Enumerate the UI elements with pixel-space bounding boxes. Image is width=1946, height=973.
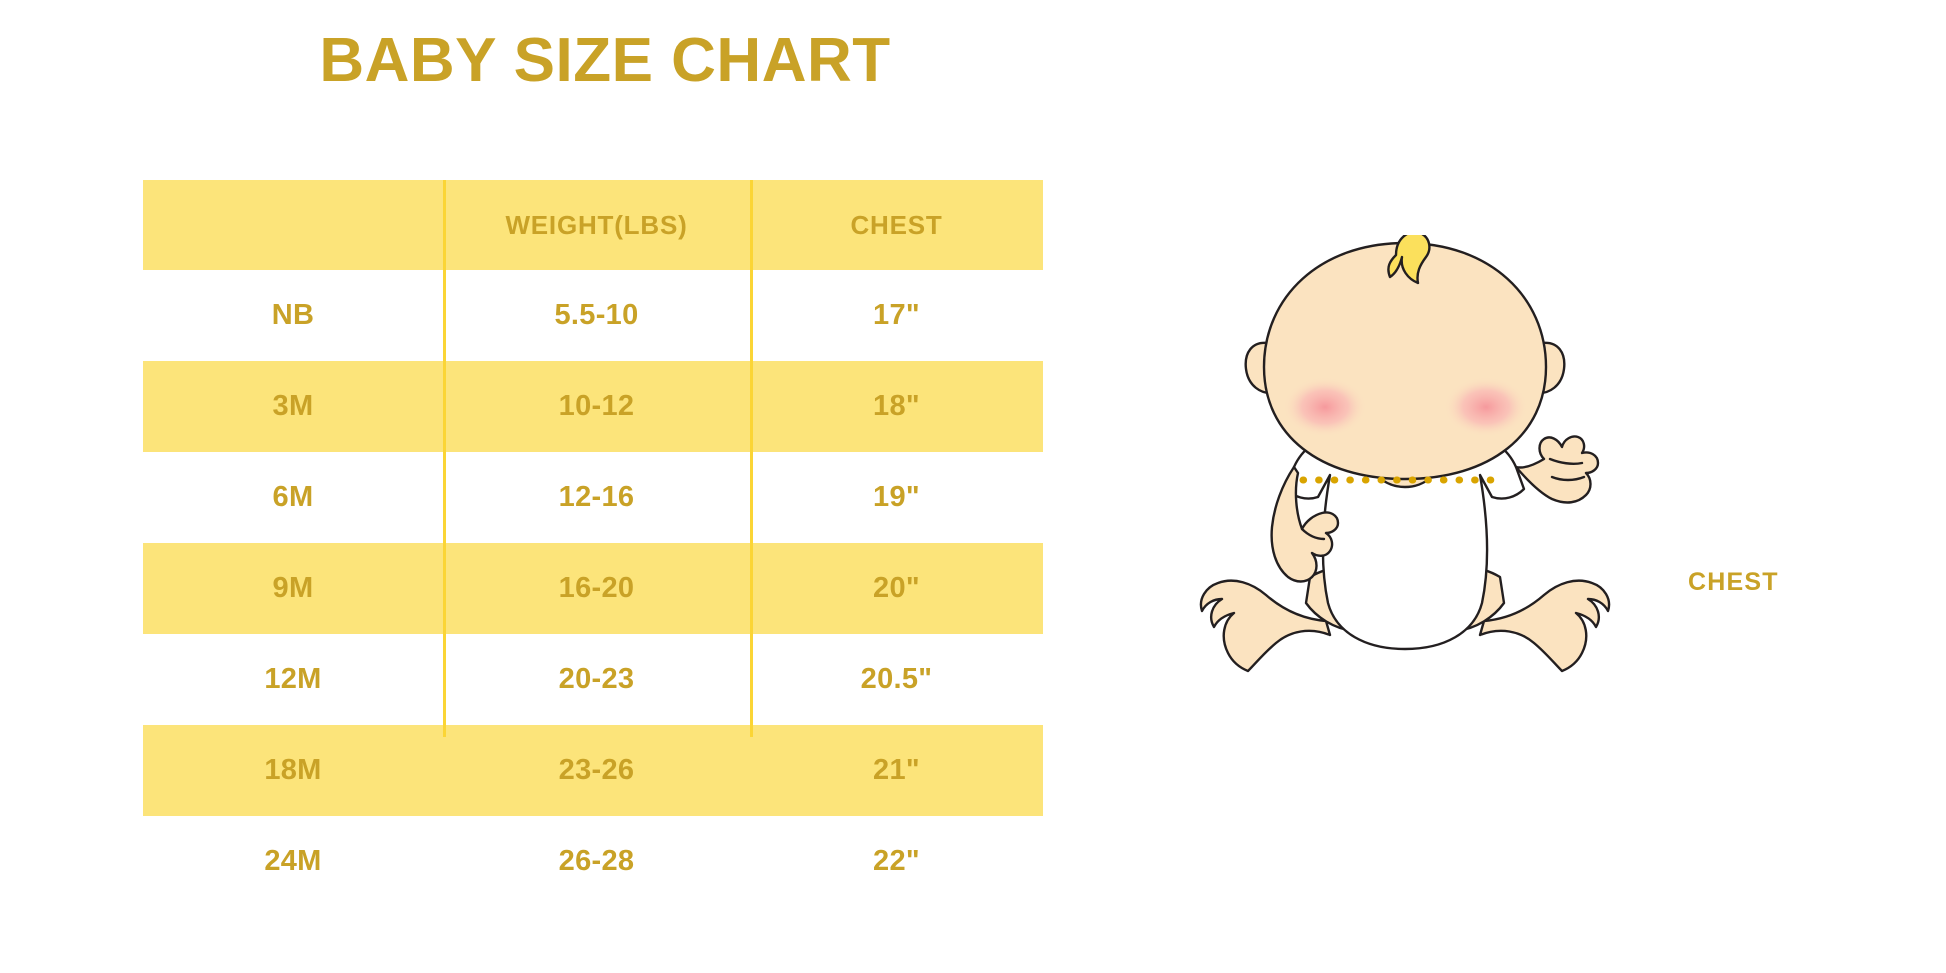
cell-chest: 22" bbox=[873, 845, 920, 877]
cell-weight: 16-20 bbox=[558, 572, 635, 604]
table-body: NB 5.5-10 17" 3M 10-12 18" 6M 12-16 19" 9M 16-20 20… bbox=[143, 270, 1043, 907]
cell-weight: 26-28 bbox=[558, 845, 635, 877]
column-header-weight: WEIGHT(LBS) bbox=[505, 209, 688, 240]
baby-right-leg bbox=[1478, 579, 1611, 673]
baby-left-cheek bbox=[1283, 377, 1367, 437]
cell-weight: 5.5-10 bbox=[554, 299, 639, 331]
baby-left-hand-detail bbox=[1300, 527, 1326, 541]
cell-size: NB bbox=[271, 299, 315, 331]
cell-size: 9M bbox=[272, 572, 314, 604]
table-row: 9M 16-20 20" bbox=[143, 543, 1043, 634]
cell-size: 24M bbox=[264, 845, 322, 877]
cell-chest: 20" bbox=[873, 572, 920, 604]
baby-head bbox=[1262, 241, 1548, 481]
column-divider-1 bbox=[443, 180, 446, 737]
chest-measure-label: CHEST bbox=[1688, 568, 1779, 596]
cell-size: 6M bbox=[272, 481, 314, 513]
cell-weight: 10-12 bbox=[558, 390, 635, 422]
cell-chest: 21" bbox=[873, 754, 920, 786]
baby-right-cheek bbox=[1444, 377, 1528, 437]
cell-size: 18M bbox=[264, 754, 322, 786]
baby-illustration bbox=[1199, 235, 1611, 673]
column-divider-2 bbox=[750, 180, 753, 737]
baby-left-leg bbox=[1199, 579, 1332, 673]
baby-left-arm bbox=[1270, 465, 1340, 583]
cell-chest: 17" bbox=[873, 299, 920, 331]
table-row: NB 5.5-10 17" bbox=[143, 270, 1043, 361]
cell-size: 3M bbox=[272, 390, 314, 422]
baby-hair-curl bbox=[1387, 235, 1431, 285]
table-row: 3M 10-12 18" bbox=[143, 361, 1043, 452]
baby-right-arm bbox=[1514, 435, 1600, 504]
baby-onesie bbox=[1284, 429, 1526, 651]
page-title: BABY SIZE CHART bbox=[319, 26, 891, 95]
column-header-chest: CHEST bbox=[850, 209, 943, 240]
baby-right-hand-detail bbox=[1548, 457, 1586, 482]
cell-chest: 19" bbox=[873, 481, 920, 513]
column-header-size bbox=[143, 180, 443, 270]
table-row: 6M 12-16 19" bbox=[143, 452, 1043, 543]
baby-size-table: WEIGHT(LBS) CHEST NB 5.5-10 17" 3M 10-12 18" 6… bbox=[143, 180, 1043, 907]
table-row: 12M 20-23 20.5" bbox=[143, 634, 1043, 725]
cell-size: 12M bbox=[264, 663, 322, 695]
table-header-row: WEIGHT(LBS) CHEST bbox=[143, 180, 1043, 270]
cell-chest: 20.5" bbox=[860, 663, 933, 695]
table-row: 24M 26-28 22" bbox=[143, 816, 1043, 907]
cell-weight: 23-26 bbox=[558, 754, 635, 786]
table-row: 18M 23-26 21" bbox=[143, 725, 1043, 816]
cell-weight: 20-23 bbox=[558, 663, 635, 695]
cell-chest: 18" bbox=[873, 390, 920, 422]
cell-weight: 12-16 bbox=[558, 481, 635, 513]
